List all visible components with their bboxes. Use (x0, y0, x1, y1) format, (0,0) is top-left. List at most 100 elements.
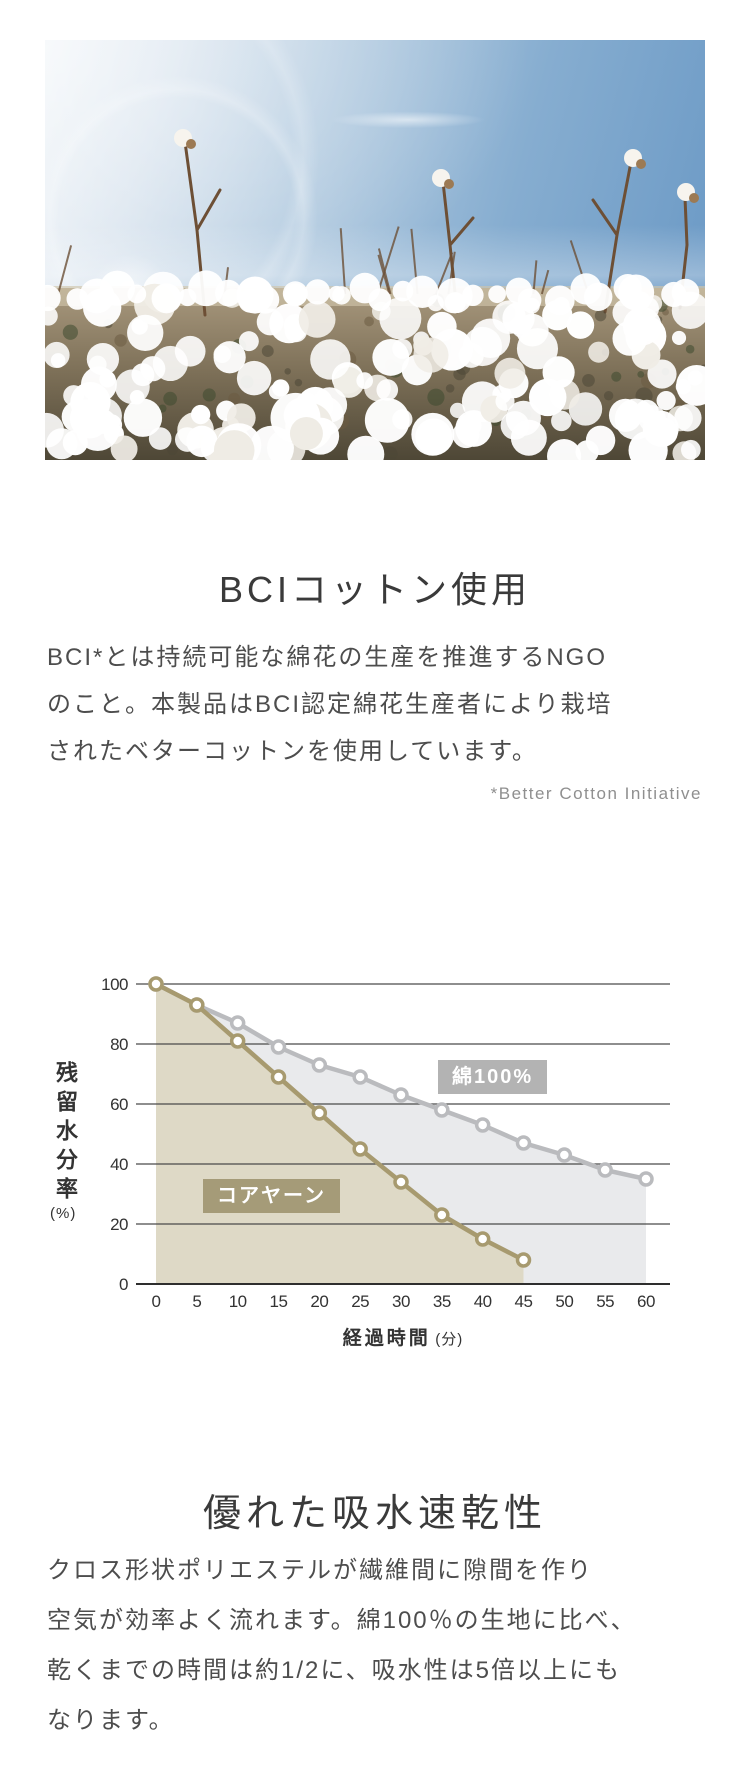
data-point-marker (638, 1171, 654, 1187)
x-tick-label-0: 0 (152, 1292, 161, 1311)
cotton-field-photo (45, 40, 705, 460)
moisture-retention-chart: 0 20 40 60 80 100 0 5 10 15 20 25 30 35 40 45 50 55 60 残留水… (40, 955, 710, 1375)
data-point-marker (393, 1087, 409, 1103)
chart-x-axis-title-text: 経過時間 (342, 1328, 431, 1349)
cotton-puff (427, 311, 457, 342)
x-tick-label-10: 10 (229, 1292, 247, 1311)
cotton-puff-top (517, 288, 542, 312)
data-point-marker (352, 1069, 368, 1085)
data-point-marker (474, 1231, 491, 1247)
x-tick-label-5: 5 (192, 1292, 201, 1311)
cotton-puff (612, 320, 648, 356)
cotton-puff-front (213, 430, 255, 460)
foliage-dot (445, 384, 455, 393)
cotton-puff-top (99, 270, 135, 306)
cotton-puff (174, 335, 206, 367)
cotton-puff-top (215, 279, 242, 307)
cotton-puff-front (585, 425, 616, 456)
cotton-puff-top (151, 283, 182, 314)
foliage-dot (427, 388, 445, 406)
cotton-puff-top (251, 285, 280, 314)
data-point-marker (393, 1174, 409, 1190)
cotton-puff (356, 372, 374, 389)
twig (377, 254, 391, 295)
y-tick-label-0: 0 (119, 1275, 128, 1294)
cotton-puff (115, 369, 150, 405)
dry-boll (186, 139, 196, 149)
chart-y-axis-unit: (%) (50, 1205, 77, 1222)
foliage-dot (594, 309, 607, 322)
cotton-puff (449, 402, 466, 418)
x-tick-label-35: 35 (433, 1292, 451, 1311)
foliage-dot (163, 391, 178, 406)
dry-boll (636, 159, 646, 169)
twig (339, 228, 347, 295)
section-title-bci: BCIコットン使用 (218, 569, 531, 611)
cotton-puff (140, 356, 166, 382)
x-tick-label-55: 55 (596, 1292, 614, 1311)
twig (377, 248, 392, 295)
x-tick-label-25: 25 (351, 1292, 369, 1311)
cotton-puff (298, 300, 336, 338)
cotton-puff (516, 328, 559, 370)
twig (540, 269, 550, 295)
data-point-marker (352, 1141, 368, 1157)
foliage-dot (364, 316, 374, 327)
cotton-puff (492, 300, 526, 334)
cotton-puff (413, 337, 449, 373)
cotton-puff (588, 341, 610, 363)
cotton-puff-top (127, 284, 147, 304)
cotton-puff-top (328, 285, 345, 302)
x-tick-label-30: 30 (392, 1292, 410, 1311)
cotton-puff (528, 378, 567, 417)
foliage-dot (261, 345, 274, 358)
twig (532, 260, 538, 295)
cotton-puff-front (186, 425, 218, 458)
cotton-puff (110, 435, 138, 460)
cotton-puff (45, 412, 64, 448)
cotton-puff (457, 413, 482, 438)
cotton-puff (127, 314, 164, 352)
cotton-puff (495, 391, 515, 411)
cotton-puff-front (123, 398, 163, 437)
data-point-marker (189, 997, 205, 1013)
cotton-puff-top (583, 282, 613, 312)
section-body-bci: BCI*とは持続可能な綿花の生産を推進するNGO のこと。本製品はBCI認定綿花… (47, 644, 613, 765)
foliage-dot (202, 388, 216, 402)
data-point-marker (229, 1015, 246, 1031)
foliage-dot (167, 444, 178, 456)
series-label-cotton100: 綿100% (438, 1060, 548, 1094)
section-body-quickdry: クロス形状ポリエステルが繊維間に隙間を作り 空気が効率よく流れます。綿100％の… (47, 1557, 637, 1734)
twig (435, 252, 454, 295)
cotton-puff (551, 410, 572, 432)
cotton-puff (680, 439, 701, 460)
cotton-puff (236, 360, 272, 396)
cotton-puff (566, 311, 595, 339)
cotton-puff (213, 341, 246, 374)
chart-x-axis-title: 経過時間 (分) (136, 1323, 670, 1350)
series-label-coreyarn: コアヤーン (203, 1179, 340, 1213)
cotton-puff (500, 411, 530, 440)
cotton-puff (494, 357, 526, 389)
cotton-puff (638, 405, 666, 433)
y-tick-label-100: 100 (101, 975, 128, 994)
cotton-field-illustration (45, 129, 705, 460)
data-point-marker (597, 1162, 613, 1178)
data-point-marker (515, 1135, 532, 1151)
data-point-marker (270, 1039, 287, 1055)
data-point-marker (311, 1057, 328, 1073)
foliage-dot (62, 324, 79, 340)
twig (57, 245, 73, 295)
chart-canvas: 0 20 40 60 80 100 0 5 10 15 20 25 30 35 40 45 50 55 60 (101, 975, 670, 1311)
data-point-marker (556, 1147, 573, 1163)
x-tick-label-50: 50 (555, 1292, 573, 1311)
data-point-marker (515, 1252, 532, 1268)
twig (376, 226, 400, 295)
x-tick-label-20: 20 (310, 1292, 328, 1311)
cotton-puff (190, 404, 211, 425)
cotton-puff (656, 391, 676, 411)
cotton-puff (376, 379, 399, 401)
foliage-dot (382, 446, 398, 460)
cotton-puff (269, 303, 309, 344)
chart-x-axis-unit: (分) (435, 1331, 464, 1348)
